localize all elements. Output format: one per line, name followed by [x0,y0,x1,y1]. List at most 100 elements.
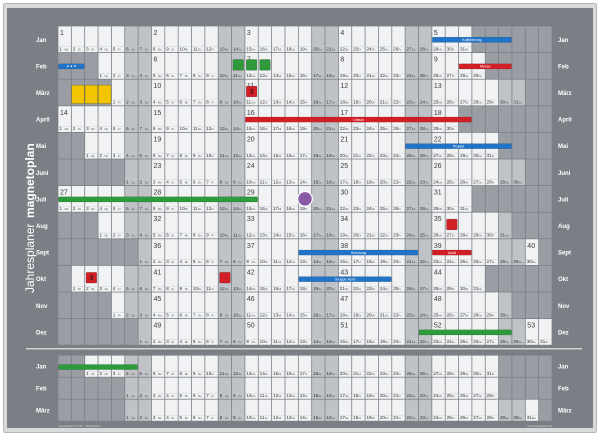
day-cell[interactable] [165,79,178,106]
day-cell[interactable] [338,186,352,212]
day-cell[interactable] [298,159,312,186]
day-cell[interactable] [138,106,152,132]
magnet-strip-blue[interactable]: Kalibrierung [432,36,512,43]
day-cell[interactable] [151,292,165,319]
day-cell[interactable] [539,319,552,345]
day-cell[interactable] [85,239,98,265]
day-cell[interactable] [85,26,98,53]
day-cell[interactable] [272,159,285,186]
day-cell[interactable] [498,239,512,265]
day-cell[interactable] [85,53,98,79]
day-cell[interactable] [231,292,245,319]
magnet-square-green[interactable] [246,59,258,71]
day-cell[interactable] [539,53,552,79]
day-cell[interactable] [191,132,205,159]
day-cell[interactable] [58,399,71,421]
day-cell[interactable] [151,132,165,159]
day-cell[interactable] [285,186,298,212]
day-cell[interactable] [525,79,539,106]
day-cell[interactable] [352,212,365,239]
day-cell[interactable] [405,186,419,212]
day-cell[interactable] [512,292,525,319]
day-cell[interactable] [472,159,485,186]
day-cell[interactable] [432,292,445,319]
day-cell[interactable] [365,132,379,159]
day-cell[interactable] [338,79,352,106]
day-cell[interactable] [485,106,499,132]
day-cell[interactable] [525,377,539,399]
day-cell[interactable] [205,239,218,265]
day-cell[interactable] [151,53,165,79]
day-cell[interactable] [418,292,432,319]
magnet-strip-red[interactable]: Urlaub [245,116,472,123]
day-cell[interactable] [71,265,85,292]
day-cell[interactable] [58,292,71,319]
magnet-strip-red[interactable]: Messe [458,63,512,70]
day-cell[interactable] [338,212,352,239]
day-cell[interactable] [178,53,192,79]
day-cell[interactable] [338,26,352,53]
day-cell[interactable] [405,79,419,106]
day-cell[interactable] [312,79,325,106]
day-cell[interactable] [191,212,205,239]
day-cell[interactable] [445,159,459,186]
day-cell[interactable] [165,159,178,186]
day-cell[interactable] [272,132,285,159]
day-cell[interactable] [191,292,205,319]
day-cell[interactable] [151,159,165,186]
day-cell[interactable] [71,377,85,399]
day-cell[interactable] [392,159,405,186]
day-cell[interactable] [392,292,405,319]
day-cell[interactable] [472,186,485,212]
day-cell[interactable] [125,132,138,159]
day-cell[interactable] [125,239,138,265]
day-cell[interactable] [512,186,525,212]
day-cell[interactable] [231,132,245,159]
day-cell[interactable] [378,186,392,212]
day-cell[interactable] [392,212,405,239]
day-cell[interactable] [191,159,205,186]
day-cell[interactable] [218,212,232,239]
day-cell[interactable] [125,26,138,53]
day-cell[interactable] [98,26,112,53]
day-cell[interactable] [405,292,419,319]
day-cell[interactable] [539,212,552,239]
day-cell[interactable] [191,106,205,132]
day-cell[interactable] [539,79,552,106]
day-cell[interactable] [525,106,539,132]
day-cell[interactable] [98,106,112,132]
day-cell[interactable] [218,132,232,159]
day-cell[interactable] [138,319,152,345]
day-cell[interactable] [58,319,71,345]
day-cell[interactable] [418,79,432,106]
day-cell[interactable] [218,292,232,319]
day-cell[interactable] [405,53,419,79]
day-cell[interactable] [178,159,192,186]
day-cell[interactable] [272,186,285,212]
day-cell[interactable] [338,159,352,186]
day-cell[interactable] [58,26,71,53]
day-cell[interactable] [298,79,312,106]
day-cell[interactable] [325,186,338,212]
day-cell[interactable] [258,186,272,212]
day-cell[interactable] [165,53,178,79]
day-cell[interactable] [191,26,205,53]
day-cell[interactable] [191,239,205,265]
day-cell[interactable] [151,26,165,53]
day-cell[interactable] [485,212,499,239]
day-cell[interactable] [325,212,338,239]
day-cell[interactable] [338,132,352,159]
day-cell[interactable] [138,212,152,239]
day-cell[interactable] [445,79,459,106]
day-cell[interactable] [71,26,85,53]
day-cell[interactable] [338,53,352,79]
day-cell[interactable] [165,292,178,319]
day-cell[interactable] [498,159,512,186]
day-cell[interactable] [205,319,218,345]
day-cell[interactable] [151,239,165,265]
day-cell[interactable] [111,377,125,399]
day-cell[interactable] [231,239,245,265]
day-cell[interactable] [405,159,419,186]
day-cell[interactable] [378,319,392,345]
day-cell[interactable] [325,132,338,159]
